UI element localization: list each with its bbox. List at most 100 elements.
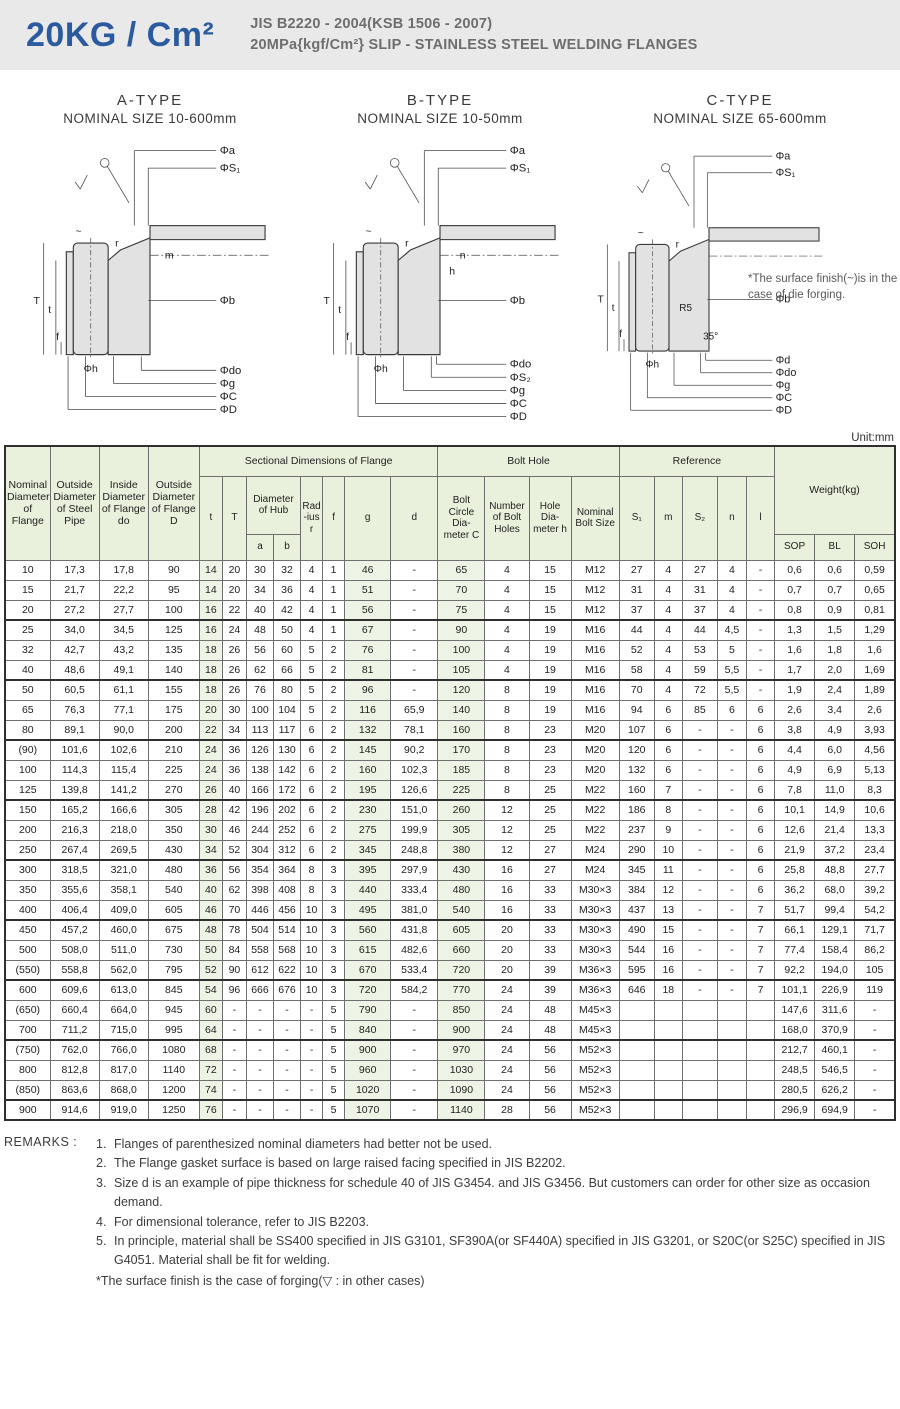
svg-text:m: m — [165, 251, 174, 262]
svg-text:ΦD: ΦD — [776, 405, 793, 417]
dimension-cell: 845 — [147, 979, 200, 1001]
dimension-cell: 1 — [322, 559, 346, 581]
unit-label: Unit:mm — [851, 432, 894, 444]
svg-text:T: T — [598, 295, 604, 306]
header-radius: Rad -ius r — [300, 475, 324, 561]
nominal-size-cell: (650) — [4, 999, 51, 1021]
dimension-cell: 52 — [618, 639, 655, 661]
svg-text:Φdo: Φdo — [510, 359, 532, 371]
dimension-cell: M30×3 — [570, 879, 620, 901]
remark-number: 1. — [96, 1137, 107, 1151]
die-forging-note: *The surface finish(~)is in the case of … — [748, 273, 898, 301]
dimension-cell: 56 — [221, 859, 247, 881]
table-row: 50 60,5 61,1 155 18 26 76 80 5 2 96-120 8 19 M16 70 4 72… — [4, 679, 896, 701]
table-row: 200 216,3 218,0 350 30 46 244 252 6 2 275 199,9 305 1… — [4, 819, 896, 841]
diagram-c-size-range: NOMINAL SIZE 65-600mm — [653, 111, 827, 126]
header-flange-id: Inside Diameter of Flange do — [98, 445, 149, 561]
dimension-cell: - — [390, 999, 439, 1021]
dimension-cell: 76 — [198, 1099, 223, 1121]
dimension-cell: 23 — [528, 719, 572, 741]
table-header: Nominal Diameter of Flange Outside Diame… — [4, 445, 896, 561]
table-row: 80 89,1 90,0 200 22 34 113 117 6 2 132 78,1 160 8 23 M2… — [4, 719, 896, 741]
dimension-cell: 24 — [484, 1019, 530, 1041]
dimension-cell: 398 — [245, 879, 275, 901]
dimension-cell: 125 — [147, 619, 200, 641]
dimension-cell: 67 — [344, 619, 392, 641]
dimension-cell: 4 — [484, 639, 530, 661]
dimension-cell: - — [681, 959, 718, 981]
dimension-cell: 8 — [300, 879, 324, 901]
remark-text: In principle, material shall be SS400 sp… — [114, 1233, 886, 1268]
svg-text:Φh: Φh — [84, 364, 98, 375]
dimension-cell: 61,1 — [98, 679, 149, 701]
dimension-cell: 5 — [300, 659, 324, 681]
dimension-cell: 10 — [653, 839, 683, 861]
dimension-cell: 24 — [198, 759, 223, 781]
table-row: (90) 101,6 102,6 210 24 36 126 130 6 2 145 90,2 170 8… — [4, 739, 896, 761]
svg-text:Φa: Φa — [510, 145, 526, 157]
dimension-cell: - — [681, 879, 718, 901]
nominal-size-cell: 700 — [4, 1019, 51, 1041]
dimension-cell: 333,4 — [390, 879, 439, 901]
header-m: m — [653, 475, 683, 561]
dimension-cell: 3,4 — [814, 699, 856, 721]
dimension-cell: 5 — [300, 699, 324, 721]
dimension-cell: 12 — [653, 879, 683, 901]
dimension-cell: - — [272, 1039, 302, 1061]
dimension-cell: 160 — [344, 759, 392, 781]
header-bolt-size: Nominal Bolt Size — [570, 475, 620, 561]
dimension-cell: - — [390, 559, 439, 581]
dimension-cell: 90 — [437, 619, 486, 641]
dimension-cell: M16 — [570, 639, 620, 661]
dimension-cell: 7 — [653, 779, 683, 801]
dimension-cell: - — [681, 719, 718, 741]
dimension-cell: - — [300, 1019, 324, 1041]
dimension-cell: 1 — [322, 599, 346, 621]
product-description: 20MPa{kgf/Cm²} SLIP - STAINLESS STEEL WE… — [250, 37, 698, 53]
dimension-cell: 212,7 — [774, 1039, 816, 1061]
nominal-size-cell: 800 — [4, 1059, 51, 1081]
dimension-cell: 66 — [272, 659, 302, 681]
standard-reference: JIS B2220 - 2004(KSB 1506 - 2007) — [250, 15, 493, 32]
dimension-cell: - — [745, 559, 776, 581]
header-f: f — [322, 475, 346, 561]
remark-text: The Flange gasket surface is based on la… — [114, 1156, 566, 1171]
dimension-cell: 10,1 — [774, 799, 816, 821]
svg-text:T: T — [33, 296, 40, 307]
diagram-a-title: A-TYPE — [116, 92, 184, 109]
dimension-cell: 11 — [653, 859, 683, 881]
dimension-cell: 345 — [618, 859, 655, 881]
dimension-cell: 59 — [681, 659, 718, 681]
svg-text:ΦC: ΦC — [776, 392, 793, 404]
dimension-cell: - — [245, 1059, 275, 1081]
dimension-cell: 138 — [245, 759, 275, 781]
header-hole-diameter: Hole Dia- meter h — [528, 475, 572, 561]
dimension-cell: 364 — [272, 859, 302, 881]
diagram-c-type: C-TYPE NOMINAL SIZE 65-600mm ~ Φa ΦS₁ Φb Φd Φ… — [580, 84, 900, 430]
dimension-cell: 43,2 — [98, 639, 149, 661]
dimension-cell: 2,0 — [814, 659, 856, 681]
dimension-cell: - — [390, 1039, 439, 1061]
dimension-cell: 56 — [528, 1099, 572, 1121]
dimension-cell: 1020 — [344, 1079, 392, 1101]
dimension-cell: 660 — [437, 939, 486, 961]
dimension-cell: 90,2 — [390, 739, 439, 761]
dimension-cell: - — [245, 1039, 275, 1061]
dimension-cell — [618, 1039, 655, 1061]
remark-number: 4. — [96, 1214, 107, 1229]
dimension-cell: 56 — [528, 1079, 572, 1101]
dimension-cell: 5,13 — [854, 759, 896, 781]
header-nominal-diameter: Nominal Diameter of Flange — [4, 445, 51, 561]
dimension-cell: M24 — [570, 839, 620, 861]
dimension-cell: - — [390, 579, 439, 601]
dimension-cell: 186 — [618, 799, 655, 821]
dimension-cell: 62 — [221, 879, 247, 901]
dimension-cell: 4 — [653, 599, 683, 621]
dimension-cell: 126,6 — [390, 779, 439, 801]
dimension-cell: 60 — [272, 639, 302, 661]
dimension-cell: 2 — [322, 759, 346, 781]
dimension-cell: 37 — [681, 599, 718, 621]
dimension-cell: 5,5 — [716, 679, 747, 701]
dimension-cell: 90,0 — [98, 719, 149, 741]
dimension-cell: 1090 — [437, 1079, 486, 1101]
